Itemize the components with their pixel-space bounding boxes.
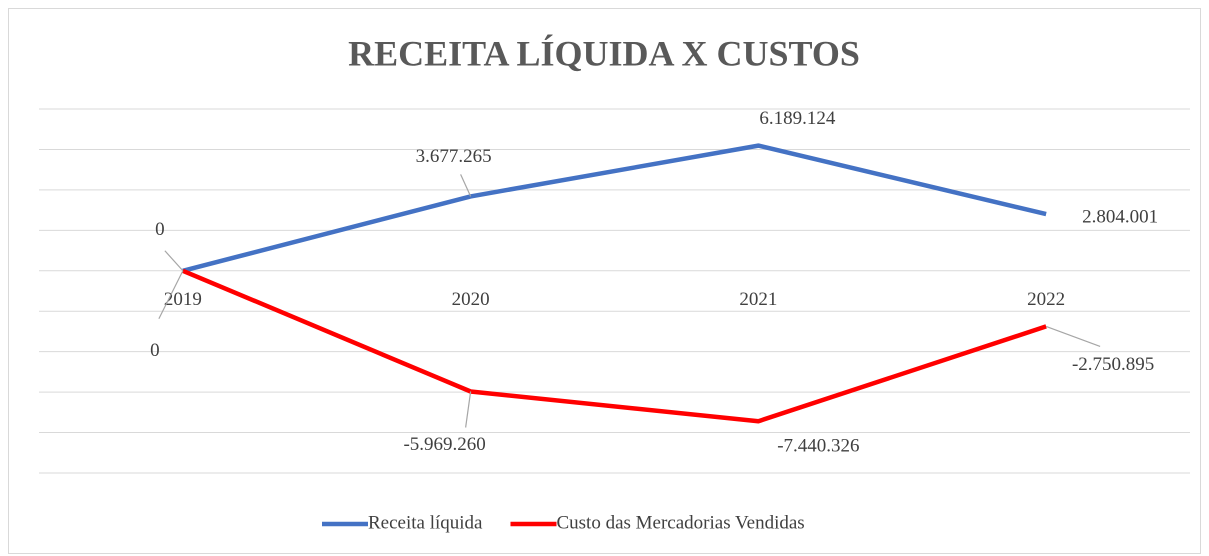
chart-border — [8, 8, 1201, 554]
data-label: -2.750.895 — [1072, 354, 1154, 375]
data-label: -5.969.260 — [403, 434, 485, 455]
data-label: 0 — [150, 340, 160, 361]
data-label: 3.677.265 — [416, 146, 492, 167]
data-label: 0 — [155, 219, 165, 240]
x-tick-label: 2019 — [164, 289, 202, 310]
x-tick-label: 2022 — [1027, 289, 1065, 310]
data-label: -7.440.326 — [777, 436, 859, 457]
legend-label: Custo das Mercadorias Vendidas — [556, 512, 804, 533]
data-label: 6.189.124 — [759, 108, 836, 129]
leader-line — [158, 270, 184, 320]
leader-line — [164, 250, 184, 272]
series-line — [182, 268, 1047, 424]
chart-title: RECEITA LÍQUIDA X CUSTOS — [348, 33, 860, 73]
leader-line — [460, 174, 472, 197]
series-line — [182, 143, 1047, 273]
x-tick-label: 2021 — [739, 289, 777, 310]
data-label: 2.804.001 — [1082, 206, 1158, 227]
leader-line — [1045, 325, 1101, 347]
leader-line — [465, 391, 472, 428]
x-tick-label: 2020 — [452, 289, 490, 310]
legend-label: Receita líquida — [368, 512, 483, 533]
